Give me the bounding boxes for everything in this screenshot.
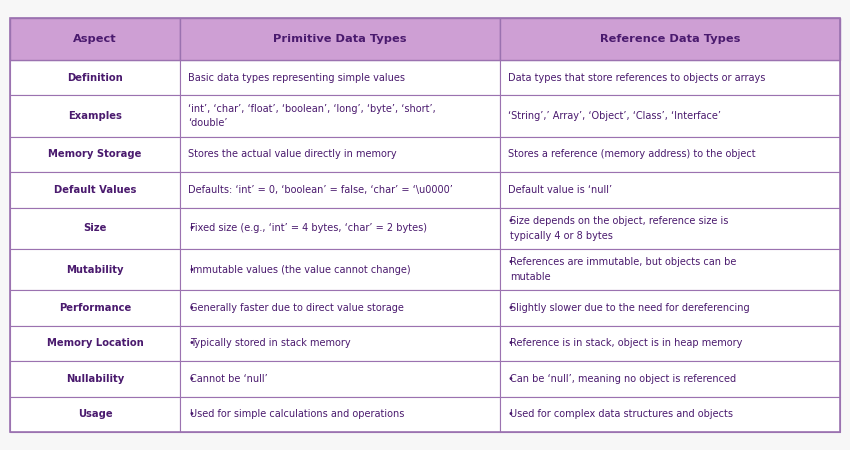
- Bar: [10, 361, 180, 396]
- Bar: [10, 249, 180, 290]
- Text: ‘double’: ‘double’: [188, 118, 228, 128]
- Text: Slightly slower due to the need for dereferencing: Slightly slower due to the need for dere…: [510, 303, 750, 313]
- Text: References are immutable, but objects can be: References are immutable, but objects ca…: [510, 257, 736, 267]
- Text: Fixed size (e.g., ‘int’ = 4 bytes, ‘char’ = 2 bytes): Fixed size (e.g., ‘int’ = 4 bytes, ‘char…: [190, 223, 428, 233]
- Text: Size depends on the object, reference size is: Size depends on the object, reference si…: [510, 216, 728, 226]
- Bar: [10, 290, 180, 326]
- Text: Basic data types representing simple values: Basic data types representing simple val…: [188, 73, 405, 83]
- Text: •: •: [188, 303, 194, 313]
- Bar: [500, 396, 840, 432]
- Bar: [500, 18, 840, 60]
- Text: •: •: [188, 223, 194, 233]
- Bar: [500, 60, 840, 95]
- Bar: [10, 207, 180, 249]
- Bar: [10, 60, 180, 95]
- Bar: [500, 290, 840, 326]
- Bar: [180, 396, 500, 432]
- Text: Default Values: Default Values: [54, 185, 136, 195]
- Text: Used for complex data structures and objects: Used for complex data structures and obj…: [510, 410, 733, 419]
- Bar: [180, 207, 500, 249]
- Bar: [500, 137, 840, 172]
- Bar: [10, 396, 180, 432]
- Text: Cannot be ‘null’: Cannot be ‘null’: [190, 374, 268, 384]
- Bar: [10, 18, 180, 60]
- Bar: [180, 326, 500, 361]
- Text: •: •: [507, 216, 513, 226]
- Text: Aspect: Aspect: [73, 34, 117, 44]
- Text: Examples: Examples: [68, 111, 122, 121]
- Text: Size: Size: [83, 223, 107, 233]
- Text: •: •: [507, 338, 513, 348]
- Bar: [500, 207, 840, 249]
- Text: Nullability: Nullability: [66, 374, 124, 384]
- Bar: [180, 95, 500, 137]
- Bar: [180, 249, 500, 290]
- Text: •: •: [507, 374, 513, 384]
- Bar: [10, 137, 180, 172]
- Text: Primitive Data Types: Primitive Data Types: [273, 34, 406, 44]
- Text: •: •: [188, 338, 194, 348]
- Bar: [180, 60, 500, 95]
- Bar: [180, 172, 500, 207]
- Text: •: •: [507, 257, 513, 267]
- Text: •: •: [507, 303, 513, 313]
- Bar: [180, 137, 500, 172]
- Text: Can be ‘null’, meaning no object is referenced: Can be ‘null’, meaning no object is refe…: [510, 374, 736, 384]
- Text: Reference Data Types: Reference Data Types: [599, 34, 740, 44]
- Text: typically 4 or 8 bytes: typically 4 or 8 bytes: [510, 230, 613, 241]
- Bar: [500, 95, 840, 137]
- Text: Mutability: Mutability: [66, 265, 124, 274]
- Text: Usage: Usage: [77, 410, 112, 419]
- Bar: [500, 361, 840, 396]
- Text: Immutable values (the value cannot change): Immutable values (the value cannot chang…: [190, 265, 411, 274]
- Text: Performance: Performance: [59, 303, 131, 313]
- Bar: [10, 326, 180, 361]
- Text: Memory Location: Memory Location: [47, 338, 144, 348]
- Bar: [500, 326, 840, 361]
- Text: Stores the actual value directly in memory: Stores the actual value directly in memo…: [188, 149, 397, 159]
- Bar: [500, 172, 840, 207]
- Text: Definition: Definition: [67, 73, 123, 83]
- Text: Data types that store references to objects or arrays: Data types that store references to obje…: [507, 73, 765, 83]
- Bar: [180, 18, 500, 60]
- Text: Typically stored in stack memory: Typically stored in stack memory: [190, 338, 351, 348]
- Bar: [500, 249, 840, 290]
- Text: Generally faster due to direct value storage: Generally faster due to direct value sto…: [190, 303, 404, 313]
- Text: •: •: [188, 374, 194, 384]
- Text: Used for simple calculations and operations: Used for simple calculations and operati…: [190, 410, 405, 419]
- Text: mutable: mutable: [510, 272, 550, 282]
- Text: Stores a reference (memory address) to the object: Stores a reference (memory address) to t…: [507, 149, 756, 159]
- Bar: [10, 172, 180, 207]
- Text: Default value is ‘null’: Default value is ‘null’: [507, 185, 612, 195]
- Text: •: •: [188, 410, 194, 419]
- Text: Reference is in stack, object is in heap memory: Reference is in stack, object is in heap…: [510, 338, 742, 348]
- Text: ‘String’,’ Array’, ‘Object’, ‘Class’, ‘Interface’: ‘String’,’ Array’, ‘Object’, ‘Class’, ‘I…: [507, 111, 721, 121]
- Bar: [180, 361, 500, 396]
- Text: •: •: [188, 265, 194, 274]
- Text: ‘int’, ‘char’, ‘float’, ‘boolean’, ‘long’, ‘byte’, ‘short’,: ‘int’, ‘char’, ‘float’, ‘boolean’, ‘long…: [188, 104, 436, 114]
- Text: Memory Storage: Memory Storage: [48, 149, 142, 159]
- Text: Defaults: ‘int’ = 0, ‘boolean’ = false, ‘char’ = ‘\u0000’: Defaults: ‘int’ = 0, ‘boolean’ = false, …: [188, 185, 453, 195]
- Text: •: •: [507, 410, 513, 419]
- Bar: [180, 290, 500, 326]
- Bar: [10, 95, 180, 137]
